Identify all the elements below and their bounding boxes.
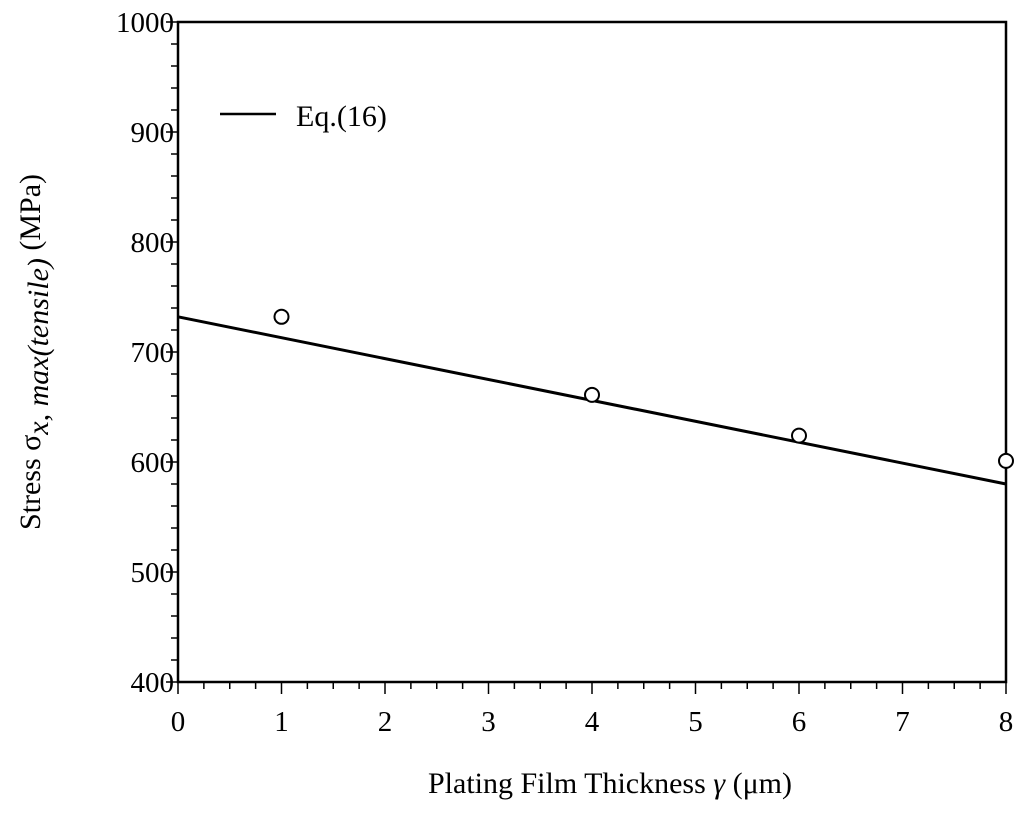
data-point <box>791 427 807 444</box>
data-point <box>584 386 600 403</box>
data-point <box>273 308 290 325</box>
x-tick-label: 2 <box>378 706 393 738</box>
tick-marks <box>166 21 1007 694</box>
x-tick-label: 3 <box>481 706 496 738</box>
y-tick-label: 600 <box>131 447 175 479</box>
y-axis-title-subscript: x, max(tensile) <box>22 258 55 436</box>
x-tick-label: 8 <box>999 706 1014 738</box>
x-tick-label: 7 <box>895 706 910 738</box>
series-layer <box>177 308 1014 486</box>
x-tick-label: 0 <box>171 706 186 738</box>
tick-labels: 0 1 2 3 4 5 6 7 8 400 500 600 700 800 900 1000 <box>116 7 1013 738</box>
y-axis-title-prefix: Stress σ <box>14 435 47 530</box>
x-tick-label: 5 <box>688 706 703 738</box>
y-tick-label: 400 <box>131 667 175 699</box>
y-axis-title: Stress σx, max(tensile) (MPa) <box>14 174 55 530</box>
y-tick-label: 700 <box>131 337 175 369</box>
y-tick-label: 500 <box>131 557 175 589</box>
y-axis-title-unit: (MPa) <box>14 174 47 258</box>
x-axis-title: Plating Film Thickness γ (μm) <box>428 767 792 800</box>
x-tick-label: 6 <box>792 706 807 738</box>
y-tick-label: 1000 <box>116 7 174 39</box>
legend: Eq.(16) <box>220 100 387 133</box>
x-axis-title-unit: (μm) <box>725 767 792 800</box>
x-axis-title-prefix: Plating Film Thickness <box>428 767 713 800</box>
data-point <box>998 452 1014 469</box>
legend-label-eq16: Eq.(16) <box>296 100 387 133</box>
x-axis-title-symbol: γ <box>713 767 726 800</box>
y-tick-label: 800 <box>131 227 175 259</box>
x-tick-label: 1 <box>274 706 289 738</box>
y-tick-label: 900 <box>131 117 175 149</box>
x-tick-label: 4 <box>585 706 600 738</box>
